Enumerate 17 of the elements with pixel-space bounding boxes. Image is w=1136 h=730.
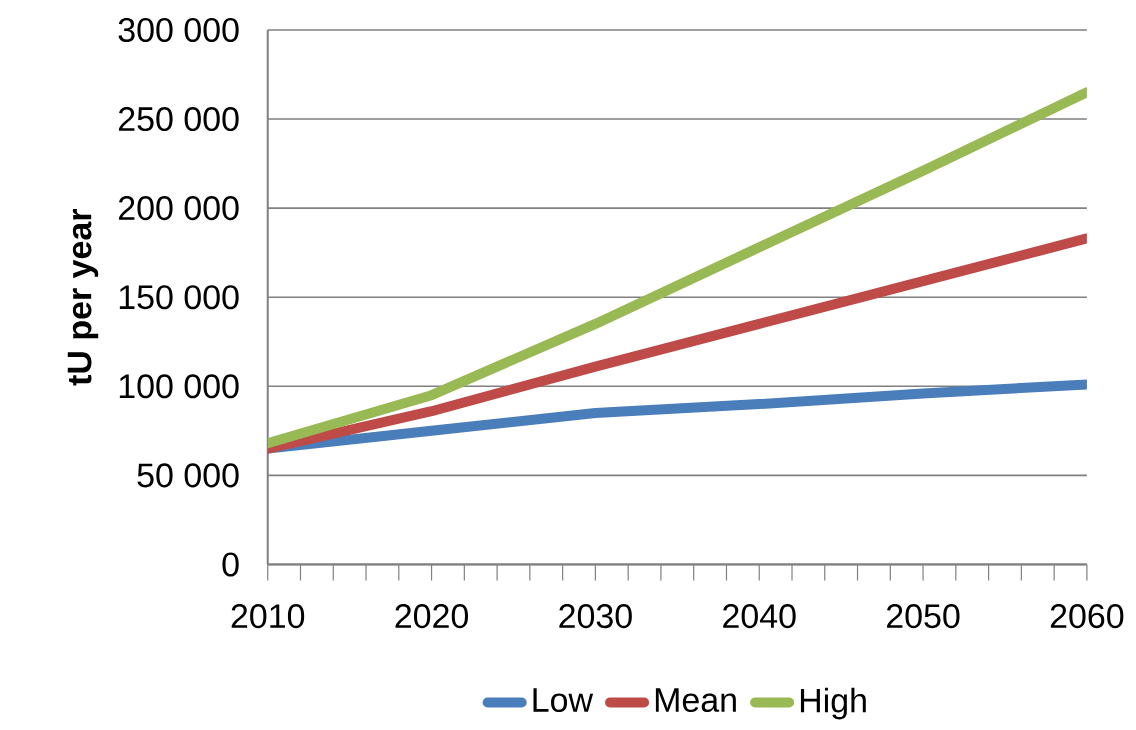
x-tick-label: 2010 bbox=[231, 603, 305, 629]
x-tick-label: 2060 bbox=[1050, 603, 1124, 629]
y-tick-label: 300 000 bbox=[118, 17, 239, 42]
x-tick-label: 2040 bbox=[723, 603, 796, 629]
y-tick-label: 150 000 bbox=[119, 285, 239, 310]
legend-label: High bbox=[800, 687, 866, 720]
y-axis-title: tU per year bbox=[67, 208, 99, 386]
y-tick-label: 200 000 bbox=[118, 195, 239, 221]
y-tick-label: 250 000 bbox=[118, 106, 239, 131]
y-tick-label: 50 000 bbox=[137, 463, 239, 488]
x-tick-label: 2050 bbox=[887, 603, 960, 629]
x-tick-label: 2020 bbox=[395, 603, 469, 629]
y-tick-label: 0 bbox=[222, 552, 239, 577]
legend-label: Low bbox=[533, 688, 594, 712]
y-tick-label: 100 000 bbox=[119, 374, 239, 399]
x-tick-label: 2030 bbox=[559, 603, 632, 629]
legend-label: Mean bbox=[655, 688, 736, 712]
